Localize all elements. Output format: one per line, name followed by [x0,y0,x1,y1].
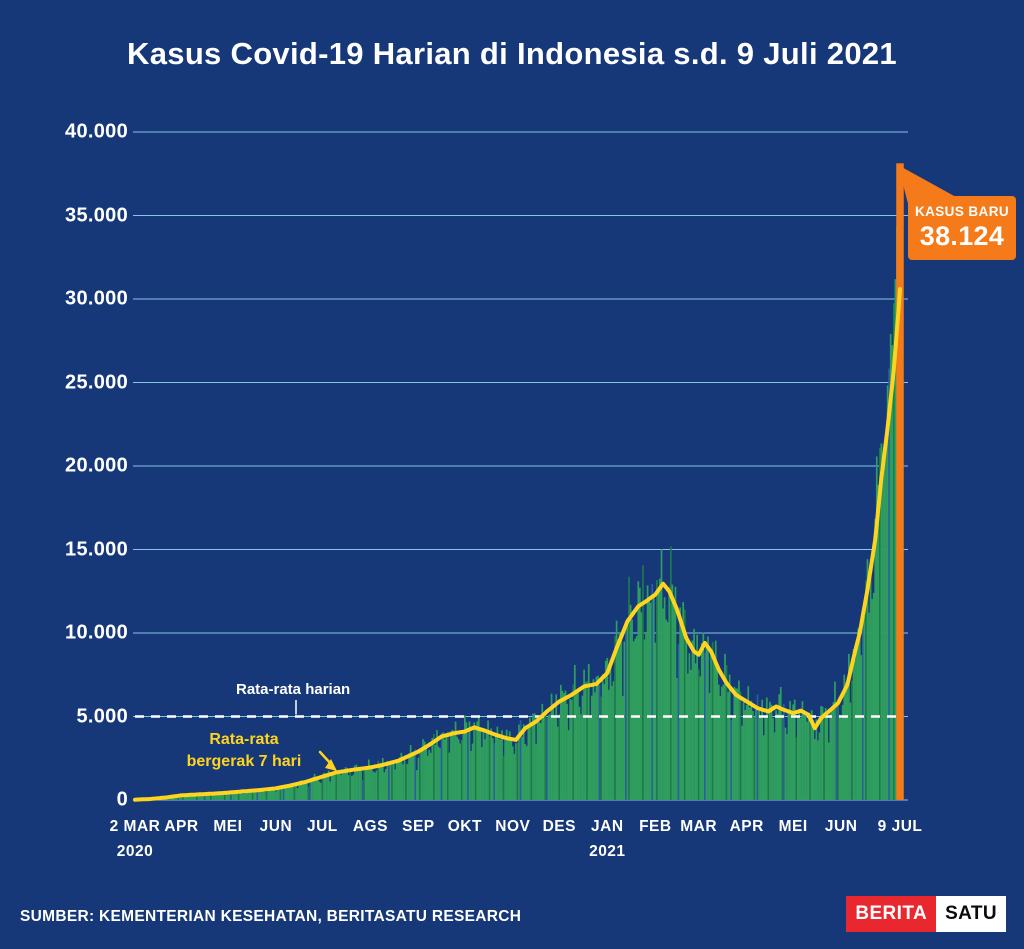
moving-average-label: Rata-rata bergerak 7 hari [158,729,330,774]
y-axis-tick-label: 35.000 [65,204,128,226]
y-axis-tick-label: 15.000 [65,538,128,560]
beritasatu-logo: BERITA SATU [846,896,1006,932]
callout-title: KASUS BARU [914,204,1009,219]
y-axis-tick-label: 10.000 [65,621,128,644]
moving-average-label-line2: bergerak 7 hari [186,753,302,771]
moving-average-arrowhead [325,759,337,771]
latest-bar [896,163,904,800]
new-cases-callout: KASUS BARU 38.124 [908,196,1016,260]
moving-average-line [133,287,902,802]
x-axis-tick-label: JUN [824,818,858,835]
x-axis-tick-label: APR [164,818,199,835]
source-credit: SUMBER: KEMENTERIAN KESEHATAN, BERITASAT… [20,908,522,925]
moving-average-label-line1: Rata-rata [209,731,279,748]
y-axis-tick-label: 0 [116,788,128,811]
x-axis-tick-label: OKT [447,818,482,835]
x-axis-tick-label: AGS [352,818,388,835]
x-axis-tick-label: FEB [639,818,672,835]
callout-value: 38.124 [919,221,1005,251]
daily-average-label: Rata-rata harian [236,681,351,698]
gridlines [133,131,908,801]
x-axis-tick-label: 2 MAR [109,818,161,835]
y-axis-tick-label: 25.000 [65,371,128,393]
daily-cases-bars [134,163,904,801]
x-axis-year-label: 2020 [116,843,154,860]
x-axis-tick-label: JUL [306,818,338,835]
x-axis-tick-label: JAN [591,818,624,835]
logo-berita: BERITA [846,896,937,932]
y-axis-tick-label: 30.000 [65,287,128,310]
x-axis-tick-label: JUN [259,818,293,835]
y-axis-tick-label: 40.000 [65,120,128,143]
x-axis-year-label: 2021 [589,843,626,860]
logo-satu: SATU [936,896,1006,932]
x-axis-tick-label: NOV [495,818,531,835]
x-axis-tick-label: SEP [402,818,435,835]
x-axis-tick-label: APR [729,818,764,835]
y-axis-tick-label: 5.000 [76,705,128,727]
x-axis-tick-label: MAR [680,818,718,835]
y-axis-tick-label: 20.000 [65,454,128,477]
page-title: Kasus Covid-19 Harian di Indonesia s.d. … [127,36,897,71]
x-axis-tick-label: MEI [778,818,808,835]
x-axis-tick-label: 9 JUL [877,818,923,835]
x-axis-tick-label: DES [542,818,576,835]
x-axis-tick-label: MEI [213,818,243,835]
